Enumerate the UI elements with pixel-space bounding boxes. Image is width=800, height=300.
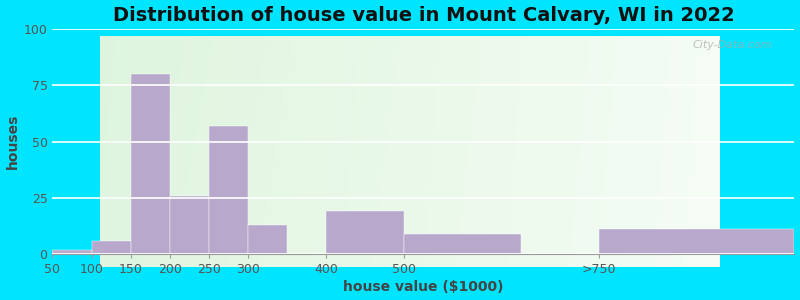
X-axis label: house value ($1000): house value ($1000) <box>343 280 504 294</box>
Bar <box>91 241 130 254</box>
Y-axis label: houses: houses <box>6 114 19 169</box>
Text: City-Data.com: City-Data.com <box>693 40 772 50</box>
Bar <box>170 196 209 254</box>
Title: Distribution of house value in Mount Calvary, WI in 2022: Distribution of house value in Mount Cal… <box>113 6 734 25</box>
Bar <box>248 225 286 254</box>
Bar <box>209 126 248 254</box>
Bar <box>404 234 521 254</box>
Bar <box>326 212 404 254</box>
Bar <box>599 230 794 254</box>
Bar <box>53 250 91 254</box>
Bar <box>130 74 170 254</box>
